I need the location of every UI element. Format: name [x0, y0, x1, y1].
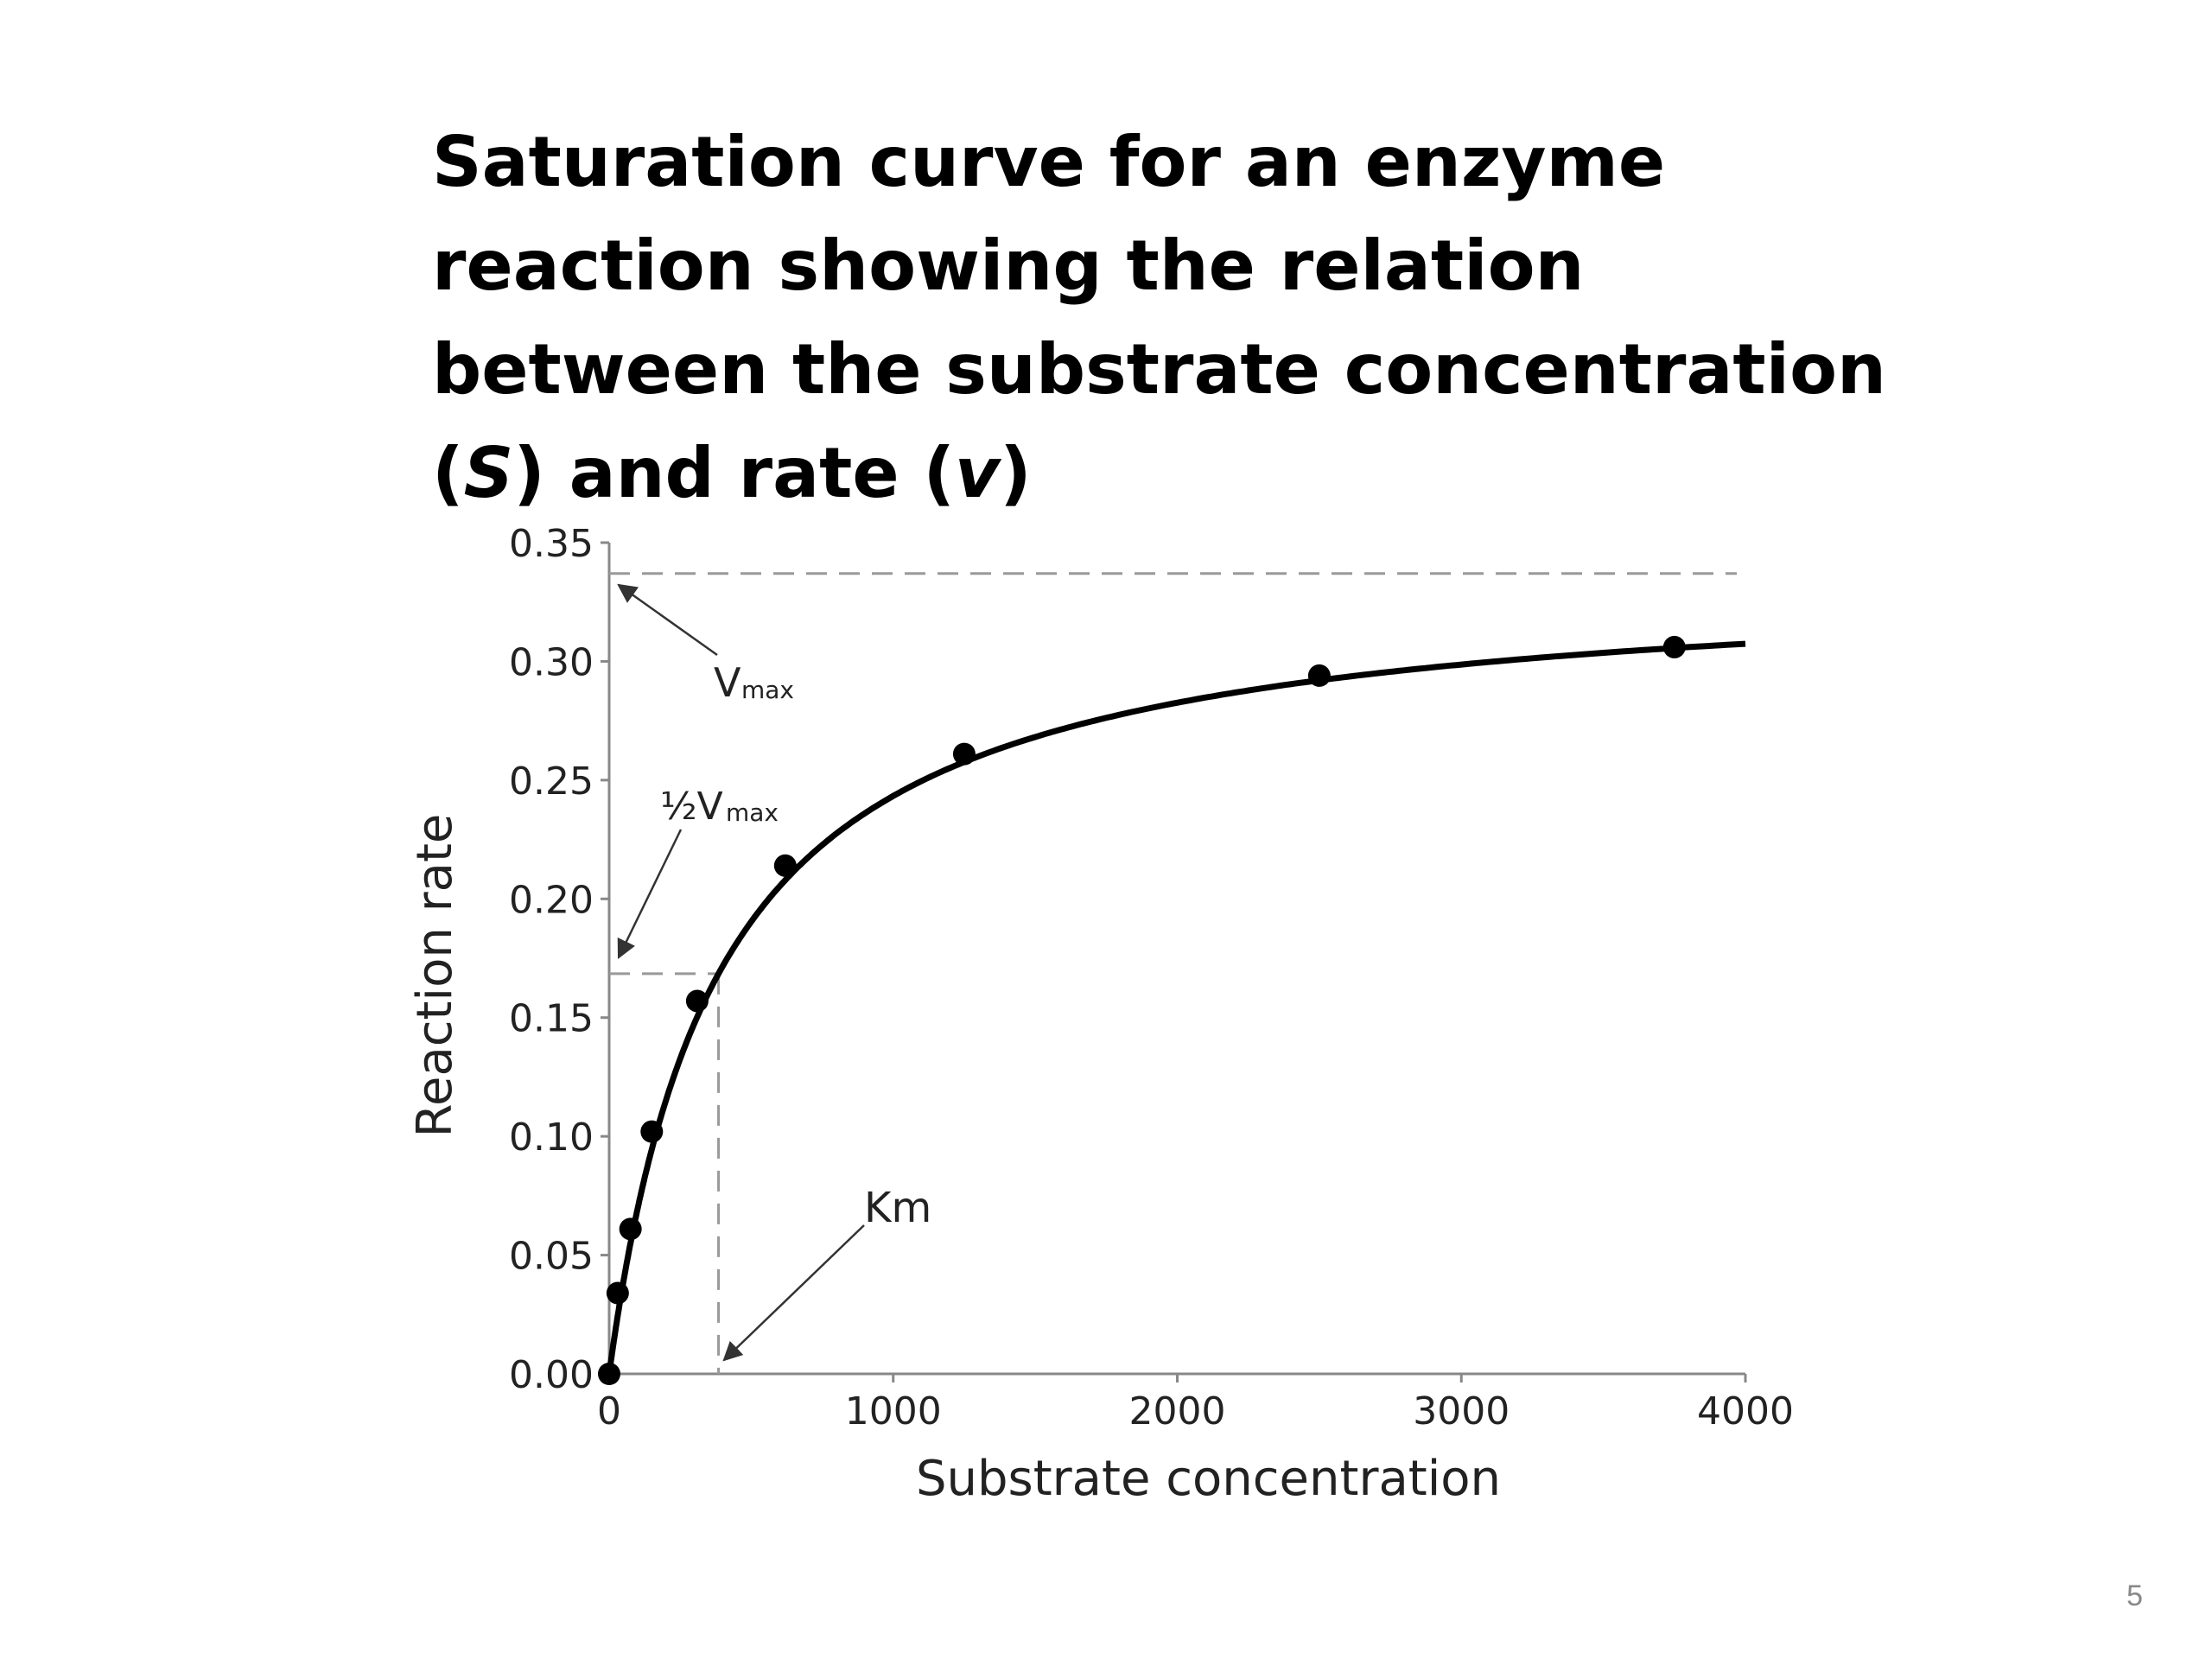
- half-vmax-label: ½V: [660, 785, 723, 829]
- y-tick-label: 0.35: [509, 522, 594, 566]
- reference-lines: [609, 572, 1737, 1374]
- data-point: [640, 1120, 664, 1143]
- km-label: Km: [864, 1184, 931, 1232]
- half-vmax-subscript: max: [726, 798, 779, 827]
- data-point: [773, 854, 797, 877]
- title-fragment: S: [463, 433, 514, 513]
- title-fragment: (: [432, 433, 464, 513]
- slide-number: 5: [2126, 1580, 2143, 1612]
- data-point: [1307, 664, 1331, 687]
- x-tick-label: 2000: [1129, 1389, 1226, 1433]
- curve-layer: [606, 640, 1746, 1376]
- x-tick-label: 0: [597, 1389, 621, 1433]
- y-tick-label: 0.20: [509, 878, 594, 922]
- y-axis-label: Reaction rate: [407, 814, 463, 1138]
- title-fragment: ): [1000, 433, 1032, 513]
- y-tick-label: 0.00: [509, 1353, 594, 1397]
- half-vmax-arrow: [617, 829, 683, 960]
- y-tick-label: 0.25: [509, 760, 594, 804]
- vmax-subscript: max: [741, 676, 794, 704]
- title-line: between the substrate concentration: [432, 329, 1887, 410]
- slide-title: Saturation curve for an enzyme reaction …: [432, 111, 1901, 525]
- y-tick-label: 0.10: [509, 1116, 594, 1160]
- title-fragment: ) and rate (: [513, 433, 956, 513]
- data-points: [598, 635, 1686, 1385]
- data-point: [619, 1217, 642, 1241]
- title-line: (S) and rate (v): [432, 422, 1901, 525]
- chart-axes: 0.00 0.05 0.10 0.15 0.20 0.25 0.30 0.35 0 1000 200…: [407, 522, 1794, 1507]
- data-point: [606, 1281, 629, 1305]
- km-arrow: [722, 1224, 865, 1362]
- x-tick-label: 3000: [1413, 1389, 1510, 1433]
- saturation-curve: [606, 640, 1746, 1376]
- x-tick-label: 1000: [845, 1389, 942, 1433]
- data-point: [952, 742, 976, 766]
- data-point: [685, 989, 709, 1013]
- vmax-label: V: [714, 659, 741, 706]
- x-axis-label: Substrate concentration: [916, 1451, 1501, 1507]
- y-tick-label: 0.15: [509, 997, 594, 1041]
- data-point: [598, 1363, 620, 1385]
- y-tick-label: 0.05: [509, 1235, 594, 1279]
- vmax-arrow: [617, 583, 718, 657]
- title-fragment: v: [955, 433, 1001, 513]
- title-line: reaction showing the relation: [432, 226, 1585, 306]
- x-tick-label: 4000: [1697, 1389, 1794, 1433]
- title-line: Saturation curve for an enzyme: [432, 122, 1666, 202]
- y-tick-label: 0.30: [509, 640, 594, 684]
- data-point: [1662, 635, 1686, 658]
